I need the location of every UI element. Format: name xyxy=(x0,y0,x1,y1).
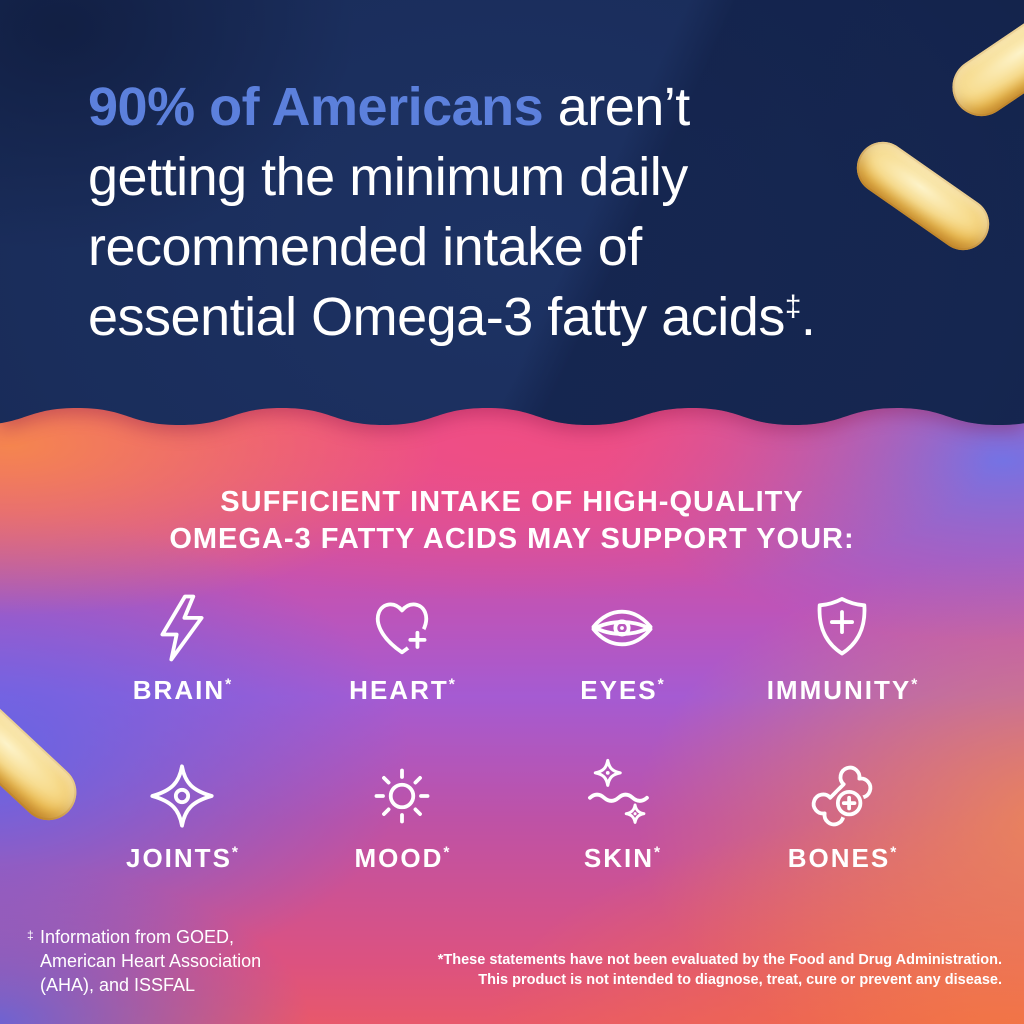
eye-icon xyxy=(591,609,653,647)
footnote-dagger: ‡ xyxy=(27,928,34,942)
benefit-label: EYES* xyxy=(580,675,664,705)
dagger-superscript: ‡ xyxy=(784,290,801,323)
benefits-grid: BRAIN* HEART* EYES* xyxy=(72,590,952,874)
benefit-mood: MOOD* xyxy=(292,758,512,874)
benefit-bones: BONES* xyxy=(732,758,952,874)
benefit-brain: BRAIN* xyxy=(72,590,292,706)
fda-disclaimer: *These statements have not been evaluate… xyxy=(362,950,1002,990)
benefit-label: MOOD* xyxy=(354,843,450,873)
headline-line-2: getting the minimum daily xyxy=(88,147,688,207)
benefits-heading-line-2: OMEGA-3 FATTY ACIDS MAY SUPPORT YOUR: xyxy=(169,523,855,555)
waves-sparkles-icon xyxy=(588,758,649,824)
benefit-joints: JOINTS* xyxy=(72,758,292,874)
source-line-3: (AHA), and ISSFAL xyxy=(40,975,196,995)
sparkle-star-icon xyxy=(150,764,214,828)
benefit-skin: SKIN* xyxy=(512,758,732,874)
source-line-1: Information from GOED, xyxy=(40,927,235,947)
shield-plus-icon xyxy=(817,597,867,656)
heart-plus-icon xyxy=(375,602,429,655)
benefit-label: IMMUNITY* xyxy=(766,675,918,705)
hero-background: 90% of Americans aren’t getting the mini… xyxy=(0,0,1024,440)
benefit-label: JOINTS* xyxy=(126,843,238,873)
benefit-label: HEART* xyxy=(349,675,455,705)
benefit-immunity: IMMUNITY* xyxy=(732,590,952,706)
benefit-label: BRAIN* xyxy=(132,675,232,705)
benefits-heading-line-1: SUFFICIENT INTAKE OF HIGH-QUALITY xyxy=(220,486,804,518)
fda-line-1: *These statements have not been evaluate… xyxy=(437,952,1002,968)
headline-line-3: recommended intake of xyxy=(88,217,642,277)
headline: 90% of Americans aren’t getting the mini… xyxy=(88,72,948,352)
source-footnote: ‡ Information from GOED, American Heart … xyxy=(27,925,262,997)
source-line-2: American Heart Association xyxy=(40,951,262,971)
bone-plus-icon xyxy=(811,765,873,827)
benefit-heart: HEART* xyxy=(292,590,512,706)
headline-highlight: 90% of Americans xyxy=(88,77,544,137)
benefits-heading: SUFFICIENT INTAKE OF HIGH-QUALITY OMEGA-… xyxy=(0,484,1024,558)
benefit-label: SKIN* xyxy=(583,843,661,873)
headline-line-1: 90% of Americans aren’t xyxy=(88,72,948,142)
sun-icon xyxy=(374,768,430,824)
headline-line-4: essential Omega-3 fatty acids‡. xyxy=(88,287,816,347)
hero-section: 90% of Americans aren’t getting the mini… xyxy=(0,0,1024,440)
benefit-label: BONES* xyxy=(787,843,897,873)
lightning-bolt-icon xyxy=(160,594,204,662)
headline-line-1-rest: aren’t xyxy=(543,77,690,137)
fda-line-2: This product is not intended to diagnose… xyxy=(478,972,1002,988)
benefit-eyes: EYES* xyxy=(512,590,732,706)
